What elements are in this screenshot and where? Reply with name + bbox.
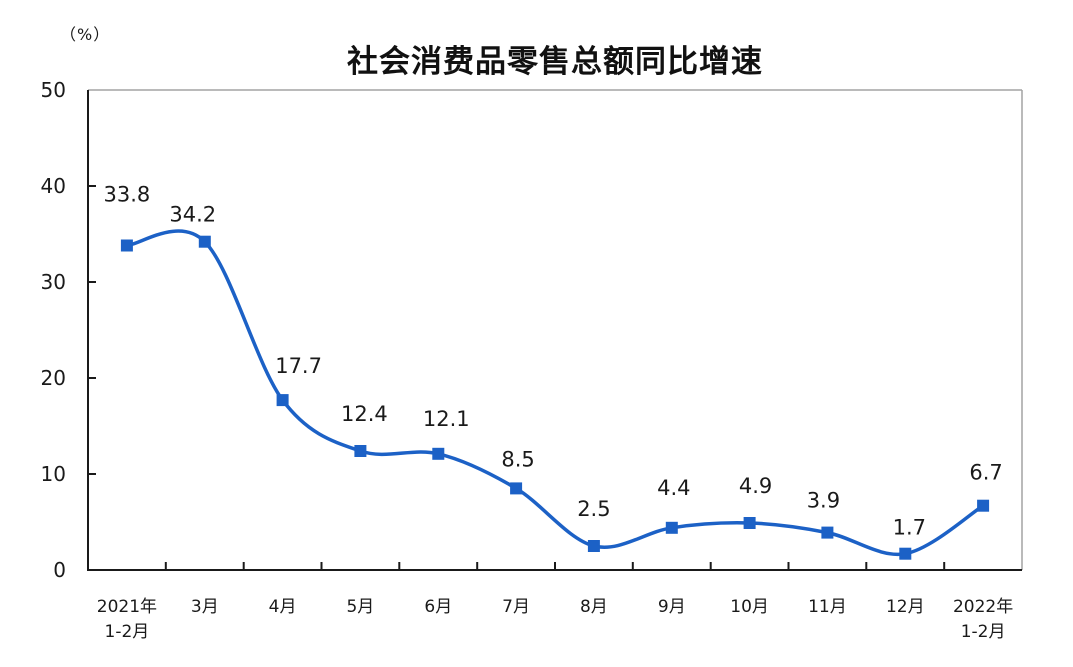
data-label: 6.7	[969, 461, 1002, 485]
x-axis-category-label: 8月	[580, 597, 608, 617]
x-axis-category-label: 5月	[346, 597, 374, 617]
x-axis-category-label: 9月	[658, 597, 686, 617]
y-axis-tick-label: 0	[53, 558, 66, 582]
x-axis-category-label: 11月	[808, 597, 847, 617]
data-point-marker	[276, 394, 289, 407]
x-axis-category-label: 2021年 1-2月	[97, 597, 157, 642]
y-axis-unit-label: （%）	[60, 25, 111, 44]
data-label: 3.9	[807, 489, 840, 513]
data-line	[125, 229, 985, 557]
data-point-marker	[198, 235, 211, 248]
data-point-marker	[587, 540, 600, 552]
data-point-marker	[354, 445, 367, 457]
data-label: 1.7	[893, 516, 926, 540]
y-axis-tick-label: 20	[41, 366, 66, 390]
data-label: 34.2	[169, 203, 216, 227]
data-point-marker	[743, 517, 756, 529]
x-axis-category-label: 3月	[191, 597, 219, 617]
data-point-marker	[510, 482, 523, 495]
data-point-marker	[821, 526, 834, 539]
x-axis-category-label: 2022年 1-2月	[953, 597, 1013, 642]
data-point-marker	[977, 499, 990, 512]
data-point-marker	[899, 547, 912, 560]
data-label: 12.1	[423, 407, 470, 431]
y-axis-tick-label: 40	[41, 174, 66, 198]
y-axis-tick-label: 10	[41, 462, 66, 486]
data-point-marker	[120, 239, 133, 252]
data-label: 4.4	[657, 476, 690, 500]
x-axis-category-label: 10月	[730, 597, 769, 617]
x-axis-category-label: 6月	[424, 597, 452, 617]
y-axis-tick-label: 30	[41, 270, 66, 294]
data-label: 8.5	[501, 447, 534, 471]
data-label: 17.7	[275, 354, 322, 378]
data-point-marker	[665, 521, 678, 534]
data-label: 4.9	[739, 474, 772, 498]
chart-title: 社会消费品零售总额同比增速	[347, 44, 763, 80]
x-axis-category-label: 7月	[502, 597, 530, 617]
x-axis-category-label: 4月	[269, 597, 297, 617]
data-label: 33.8	[104, 183, 151, 207]
data-point-marker	[432, 447, 445, 460]
y-axis-tick-label: 50	[41, 78, 66, 102]
data-label: 2.5	[577, 497, 610, 521]
data-label: 12.4	[341, 402, 388, 426]
x-axis-category-label: 12月	[886, 597, 925, 617]
